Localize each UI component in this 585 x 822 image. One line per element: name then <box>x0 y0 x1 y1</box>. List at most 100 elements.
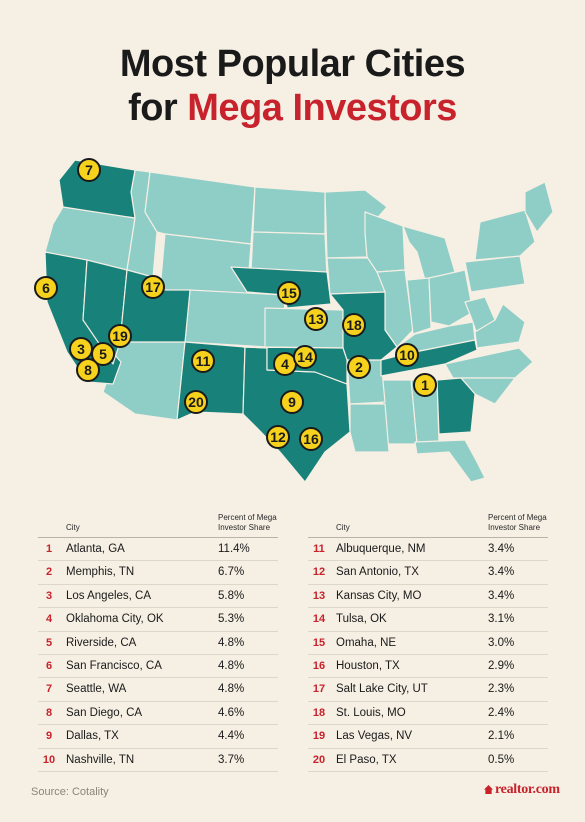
state-PA <box>464 255 526 293</box>
share-value: 4.6% <box>218 706 245 719</box>
table-row: 4 Oklahoma City, OK 5.3% <box>38 608 278 632</box>
city-name: Albuquerque, NM <box>336 543 426 555</box>
share-value: 2.3% <box>488 683 515 696</box>
marker-15: 15 <box>277 281 301 305</box>
marker-3: 3 <box>69 337 93 361</box>
rank-number: 16 <box>312 659 326 672</box>
title-line-1: Most Popular Cities <box>119 43 466 85</box>
svg-text:16: 16 <box>303 431 319 447</box>
svg-text:2: 2 <box>355 359 363 375</box>
city-name: Salt Lake City, UT <box>336 683 428 696</box>
share-value: 5.8% <box>218 589 245 602</box>
state-NE-NEW <box>524 181 554 233</box>
rank-number: 6 <box>45 659 53 672</box>
share-value: 4.8% <box>218 636 245 649</box>
marker-19: 19 <box>108 324 132 348</box>
city-name: Dallas, TX <box>66 730 119 743</box>
table-row: 16 Houston, TX 2.9% <box>308 655 548 679</box>
table-row: 6 San Francisco, CA 4.8% <box>38 655 278 679</box>
svg-text:3: 3 <box>77 341 85 357</box>
page-title: Most Popular Cities for Mega Investors <box>0 42 585 130</box>
city-name: San Diego, CA <box>66 706 143 719</box>
table-column-right: City Percent of Mega Investor Share 11 Al… <box>308 502 548 772</box>
svg-text:6: 6 <box>42 280 50 296</box>
svg-text:10: 10 <box>399 347 415 363</box>
marker-13: 13 <box>304 307 328 331</box>
state-WI <box>364 211 406 273</box>
share-value: 3.1% <box>488 613 515 626</box>
marker-11: 11 <box>191 349 215 373</box>
share-value: 11.4% <box>218 543 250 555</box>
city-name: Oklahoma City, OK <box>66 613 164 626</box>
rank-number: 13 <box>312 589 326 602</box>
state-OH <box>428 269 474 327</box>
share-value: 3.4% <box>488 589 515 602</box>
svg-text:8: 8 <box>84 362 92 378</box>
svg-text:20: 20 <box>188 394 204 410</box>
rank-number: 11 <box>313 543 325 555</box>
svg-text:14: 14 <box>297 349 313 365</box>
share-value: 4.8% <box>218 659 245 672</box>
table-column-left: City Percent of Mega Investor Share 1 Atl… <box>38 502 278 772</box>
table-row: 8 San Diego, CA 4.6% <box>38 702 278 726</box>
source-note: Source: Cotality <box>31 786 109 798</box>
svg-text:11: 11 <box>196 353 211 369</box>
rank-number: 15 <box>312 636 326 649</box>
city-name: El Paso, TX <box>336 753 397 766</box>
svg-text:5: 5 <box>99 346 107 362</box>
map-markers: 7 6 17 15 13 18 19 3 5 8 11 4 14 2 10 1 … <box>34 158 437 451</box>
city-name: Houston, TX <box>336 659 400 672</box>
share-value: 2.4% <box>488 706 515 719</box>
state-MI <box>402 225 456 281</box>
table-row: 19 Las Vegas, NV 2.1% <box>308 725 548 749</box>
svg-text:4: 4 <box>281 356 289 372</box>
svg-text:12: 12 <box>270 429 286 445</box>
rank-number: 18 <box>312 706 326 719</box>
title-accent: Mega Investors <box>187 87 457 129</box>
state-MT <box>144 171 256 245</box>
table-header: City Percent of Mega Investor Share <box>38 502 278 538</box>
rank-number: 1 <box>45 543 53 555</box>
rank-number: 12 <box>312 566 326 579</box>
table-row: 20 El Paso, TX 0.5% <box>308 749 548 772</box>
city-name: San Francisco, CA <box>66 659 162 672</box>
state-FL <box>414 439 486 483</box>
city-name: Kansas City, MO <box>336 589 422 602</box>
share-value: 4.8% <box>218 683 245 696</box>
city-name: St. Louis, MO <box>336 706 406 719</box>
city-name: Seattle, WA <box>66 683 127 696</box>
share-value: 5.3% <box>218 613 245 626</box>
table-row: 11 Albuquerque, NM 3.4% <box>308 538 548 562</box>
marker-16: 16 <box>299 427 323 451</box>
share-value: 6.7% <box>218 566 245 579</box>
share-value: 2.1% <box>488 730 515 743</box>
rank-number: 14 <box>312 613 326 626</box>
table-header: City Percent of Mega Investor Share <box>308 502 548 538</box>
table-row: 18 St. Louis, MO 2.4% <box>308 702 548 726</box>
rank-number: 5 <box>45 636 53 649</box>
table-row: 2 Memphis, TN 6.7% <box>38 561 278 585</box>
table-row: 5 Riverside, CA 4.8% <box>38 632 278 655</box>
share-value: 3.0% <box>488 636 515 649</box>
header-share: Percent of Mega Investor Share <box>488 513 547 532</box>
marker-8: 8 <box>76 358 100 382</box>
state-ND <box>252 186 326 235</box>
marker-14: 14 <box>293 345 317 369</box>
rank-number: 19 <box>312 730 326 743</box>
table-row: 1 Atlanta, GA 11.4% <box>38 538 278 562</box>
marker-20: 20 <box>184 390 208 414</box>
house-icon <box>484 785 493 794</box>
marker-2: 2 <box>347 355 371 379</box>
city-name: Memphis, TN <box>66 566 135 579</box>
state-NY <box>474 209 536 261</box>
marker-4: 4 <box>273 352 297 376</box>
svg-text:19: 19 <box>112 328 128 344</box>
title-prefix: for <box>128 87 188 129</box>
rank-number: 4 <box>45 613 53 626</box>
state-LA <box>349 403 390 453</box>
rank-number: 9 <box>45 730 53 743</box>
marker-12: 12 <box>266 425 290 449</box>
share-value: 3.4% <box>488 566 515 579</box>
table-row: 10 Nashville, TN 3.7% <box>38 749 278 772</box>
share-value: 3.7% <box>218 753 245 766</box>
